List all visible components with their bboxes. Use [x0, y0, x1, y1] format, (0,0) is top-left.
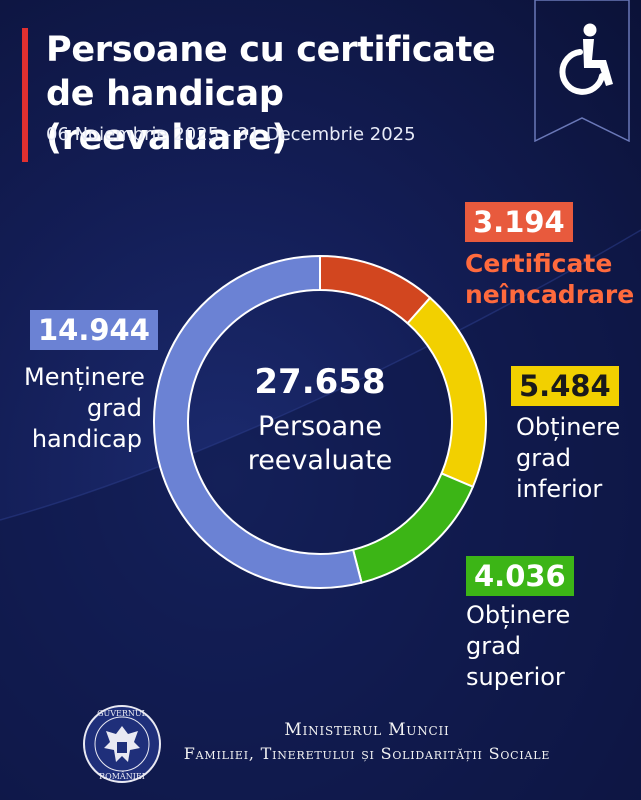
value-box-mentinere: 14.944 [30, 310, 158, 350]
ministry-name-line1: Ministerul Muncii [284, 720, 450, 740]
label-mentinere: Menținere grad handicap [24, 363, 145, 453]
total-value: 27.658 [254, 362, 386, 402]
label-inferior: Obținere grad inferior [516, 413, 621, 503]
label-superior: Obținere grad superior [466, 601, 571, 691]
seal-text-top: GUVERNUL [97, 709, 148, 718]
seal-text-bottom: ROMÂNIEI [99, 772, 145, 781]
value-box-inferior: 5.484 [511, 366, 619, 406]
label-neincadrare: Certificate neîncadrare [465, 249, 635, 309]
value-box-superior: 4.036 [466, 556, 574, 596]
segment-mentinere [153, 254, 363, 589]
value-box-neincadrare: 3.194 [465, 202, 573, 242]
page-title: Persoane cu certificate de handicap (ree… [46, 30, 496, 158]
total-label: Persoane reevaluate [247, 411, 393, 476]
title-accent-bar [22, 28, 28, 162]
date-range: 06 Noiembrie 2025 - 31 Decembrie 2025 [46, 124, 416, 145]
segment-neincadrare [319, 254, 432, 325]
segment-superior [351, 472, 475, 584]
wheelchair-icon [534, 0, 630, 142]
wheelchair-badge [534, 0, 630, 142]
government-seal: GUVERNUL ROMÂNIEI [82, 704, 162, 784]
ministry-name-line2: Familiei, Tineretului și Solidarității S… [183, 744, 551, 763]
